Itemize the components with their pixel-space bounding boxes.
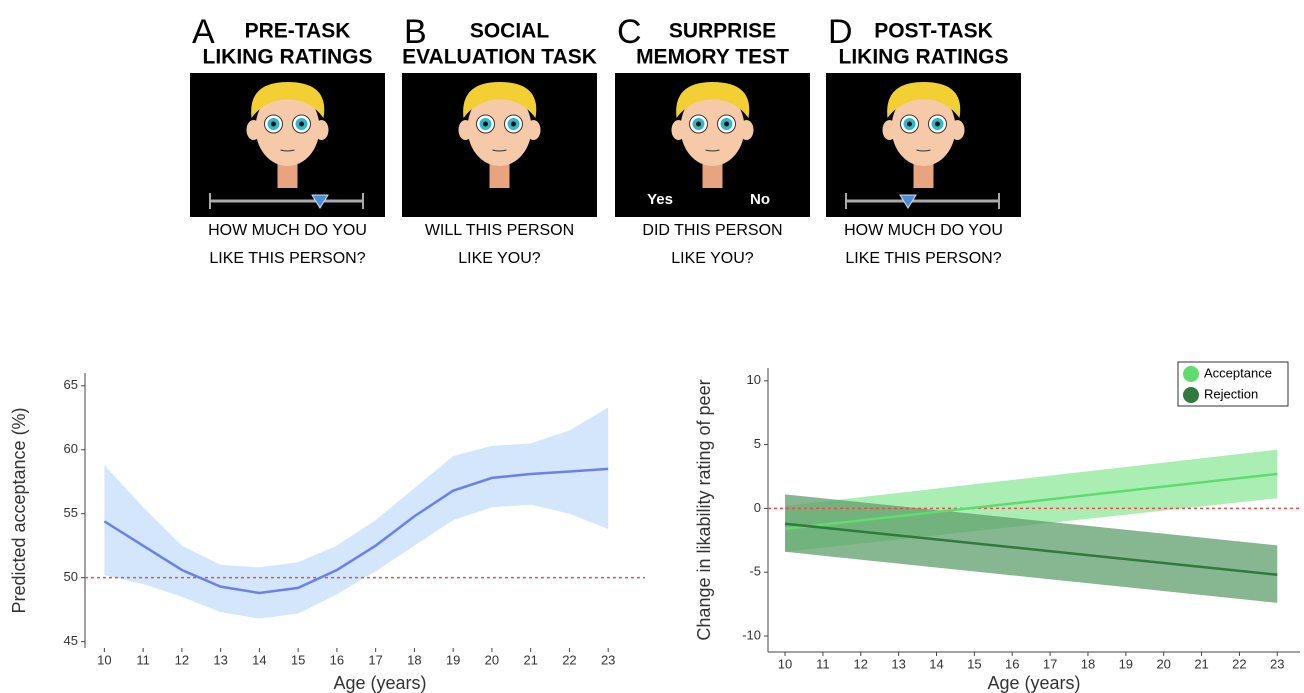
y-tick-label: 0 (754, 500, 761, 515)
pupil (483, 121, 488, 127)
panel-title: PRE-TASK (245, 20, 351, 43)
panel-title: POST-TASK (874, 20, 993, 43)
mouth (705, 149, 720, 152)
x-tick-label: 19 (1119, 656, 1133, 671)
hair (251, 82, 325, 118)
question: LIKE THIS PERSON? (845, 250, 1001, 267)
mouth (916, 149, 931, 152)
x-tick-label: 23 (601, 652, 615, 667)
pupil (511, 121, 516, 127)
y-tick-label: 55 (64, 505, 78, 520)
panel-title: EVALUATION TASK (402, 46, 597, 69)
x-tick-label: 10 (778, 656, 792, 671)
panel-title: LIKING RATINGS (203, 46, 373, 69)
x-tick-label: 19 (446, 652, 460, 667)
panel-letter: C (617, 13, 642, 51)
option: Yes (647, 191, 673, 208)
x-tick-label: 15 (967, 656, 981, 671)
pupil (299, 121, 304, 127)
panel-title: SURPRISE (669, 20, 776, 43)
x-axis-label: Age (years) (987, 673, 1080, 693)
question: LIKE THIS PERSON? (209, 250, 365, 267)
mouth (280, 149, 295, 152)
option: No (750, 191, 770, 208)
question: HOW MUCH DO YOU (208, 222, 367, 239)
panel-letter: A (192, 13, 215, 51)
trend-line (784, 472, 1278, 531)
face (246, 82, 329, 188)
confidence-band (104, 407, 609, 619)
question: HOW MUCH DO YOU (844, 222, 1003, 239)
slider-marker (311, 194, 329, 209)
x-tick-label: 20 (1156, 656, 1170, 671)
x-tick-label: 12 (854, 656, 868, 671)
mouth (492, 149, 507, 152)
x-tick-label: 17 (368, 652, 382, 667)
trend-line (103, 467, 609, 595)
head (467, 90, 532, 166)
y-axis-label: Change in likability rating of peer (694, 379, 714, 640)
y-tick-label: -5 (749, 564, 761, 579)
question: WILL THIS PERSON (425, 222, 574, 239)
panel-letter: B (404, 13, 427, 51)
x-tick-label: 18 (1081, 656, 1095, 671)
hair (463, 82, 537, 118)
head (255, 90, 320, 166)
head (680, 90, 745, 166)
x-tick-label: 16 (1005, 656, 1019, 671)
panel-title: SOCIAL (470, 20, 550, 43)
y-tick-label: -10 (742, 627, 761, 642)
x-tick-label: 17 (1043, 656, 1057, 671)
x-tick-label: 16 (330, 652, 344, 667)
pupil (907, 121, 912, 127)
x-tick-label: 13 (213, 652, 227, 667)
head (891, 90, 956, 166)
y-tick-label: 50 (64, 569, 78, 584)
panel-letter: D (828, 13, 853, 51)
y-tick-label: 60 (64, 441, 78, 456)
pupil (724, 121, 729, 127)
x-tick-label: 14 (252, 652, 266, 667)
y-tick-label: 45 (64, 633, 78, 648)
hair (887, 82, 961, 118)
pupil (696, 121, 701, 127)
legend-swatch (1183, 366, 1199, 382)
x-tick-label: 14 (929, 656, 943, 671)
x-tick-label: 23 (1270, 656, 1284, 671)
x-tick-label: 20 (485, 652, 499, 667)
x-tick-label: 12 (175, 652, 189, 667)
face (458, 82, 541, 188)
question: LIKE YOU? (671, 250, 754, 267)
x-tick-label: 22 (562, 652, 576, 667)
pupil (271, 121, 276, 127)
x-tick-label: 15 (291, 652, 305, 667)
pupil (935, 121, 940, 127)
x-tick-label: 22 (1232, 656, 1246, 671)
legend-label: Rejection (1204, 386, 1258, 401)
x-tick-label: 13 (891, 656, 905, 671)
question: DID THIS PERSON (642, 222, 782, 239)
x-tick-label: 11 (816, 656, 830, 671)
x-tick-label: 10 (97, 652, 111, 667)
face (671, 82, 754, 188)
y-tick-label: 5 (754, 436, 761, 451)
legend-swatch (1183, 387, 1199, 403)
x-axis-label: Age (years) (333, 673, 426, 693)
y-tick-label: 10 (747, 372, 761, 387)
face (882, 82, 965, 188)
trend-line (784, 522, 1278, 577)
slider-marker (899, 194, 917, 209)
x-tick-label: 21 (523, 652, 537, 667)
x-tick-label: 11 (136, 652, 150, 667)
hair (676, 82, 750, 118)
question: LIKE YOU? (458, 250, 541, 267)
x-tick-label: 18 (407, 652, 421, 667)
legend-label: Acceptance (1204, 365, 1272, 380)
panel-title: MEMORY TEST (636, 46, 789, 69)
x-tick-label: 21 (1194, 656, 1208, 671)
y-axis-label: Predicted acceptance (%) (9, 407, 29, 613)
panel-title: LIKING RATINGS (839, 46, 1009, 69)
y-tick-label: 65 (64, 377, 78, 392)
